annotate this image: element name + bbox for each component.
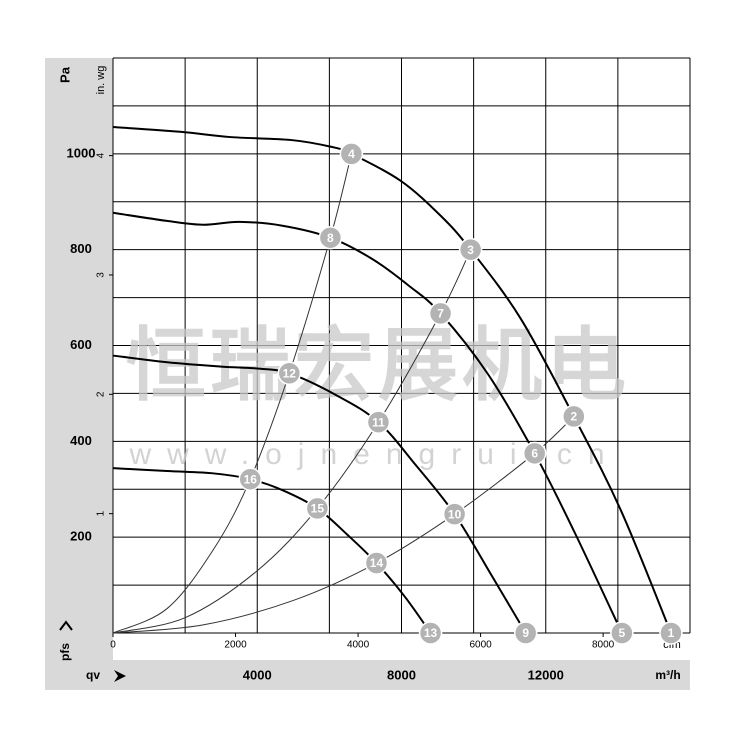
- operating-point: [277, 361, 302, 386]
- operating-point: [339, 142, 364, 166]
- operating-point: [659, 621, 683, 645]
- operating-point-label: 13: [424, 626, 438, 640]
- y2-axis-label: in. wg: [95, 66, 107, 95]
- operating-point-label: 15: [311, 502, 325, 516]
- x-axis-symbol: qv: [86, 668, 100, 682]
- operating-point-label: 8: [327, 231, 334, 245]
- y-axis-symbol: pfs: [58, 643, 72, 661]
- operating-point: [418, 621, 443, 645]
- operating-point-label: 16: [244, 472, 258, 486]
- operating-point: [562, 404, 586, 429]
- x2-tick-label: 8000: [592, 640, 615, 651]
- y-tick-label: 1000: [67, 145, 96, 160]
- operating-point-label: 6: [531, 446, 538, 460]
- y-tick-label: 600: [70, 337, 92, 352]
- operating-point-label: 2: [570, 410, 577, 424]
- operating-point: [318, 225, 343, 250]
- y-tick-label: 200: [70, 529, 92, 544]
- operating-point: [610, 621, 634, 645]
- x-axis-label: m³/h: [655, 668, 680, 682]
- operating-point: [364, 551, 389, 575]
- x-arrow: [114, 670, 126, 682]
- operating-point-label: 1: [668, 626, 675, 640]
- y2-tick-label: 1: [96, 510, 107, 516]
- x2-tick-label: 2000: [224, 640, 247, 651]
- operating-point-label: 14: [370, 556, 384, 570]
- x-tick-label: 12000: [528, 667, 564, 682]
- y-tick-label: 800: [70, 241, 92, 256]
- operating-point: [428, 301, 453, 326]
- y2-tick-label: 2: [96, 391, 107, 397]
- x-tick-label: 4000: [243, 667, 272, 682]
- y2-tick-label: 3: [96, 272, 107, 278]
- curve: [112, 126, 672, 634]
- curve: [112, 467, 432, 634]
- x2-tick-label: 4000: [347, 640, 370, 651]
- operating-point-label: 9: [522, 626, 529, 640]
- y2-tick-label: 4: [96, 152, 107, 158]
- operating-point: [458, 237, 483, 262]
- x2-tick-label: 0: [110, 640, 116, 651]
- operating-point-label: 10: [448, 507, 462, 521]
- operating-point-label: 5: [619, 626, 626, 640]
- x-tick-label: 8000: [387, 667, 416, 682]
- operating-point-label: 11: [372, 415, 385, 429]
- left-band: [45, 58, 113, 690]
- operating-point: [238, 467, 263, 491]
- y-axis-label: Pa: [57, 66, 72, 83]
- x2-tick-label: 6000: [469, 640, 492, 651]
- operating-point: [366, 410, 391, 434]
- operating-point: [522, 441, 547, 466]
- y-arrow: [59, 620, 73, 631]
- operating-point-label: 4: [348, 147, 355, 161]
- operating-point-label: 12: [283, 366, 297, 380]
- operating-point: [513, 621, 538, 645]
- bottom-band: [45, 660, 690, 690]
- operating-point: [305, 496, 330, 521]
- curve: [112, 211, 623, 634]
- operating-point-label: 7: [437, 307, 444, 321]
- curve: [112, 354, 527, 634]
- operating-point-label: 3: [467, 243, 474, 257]
- operating-point: [442, 502, 467, 526]
- y-tick-label: 400: [70, 433, 92, 448]
